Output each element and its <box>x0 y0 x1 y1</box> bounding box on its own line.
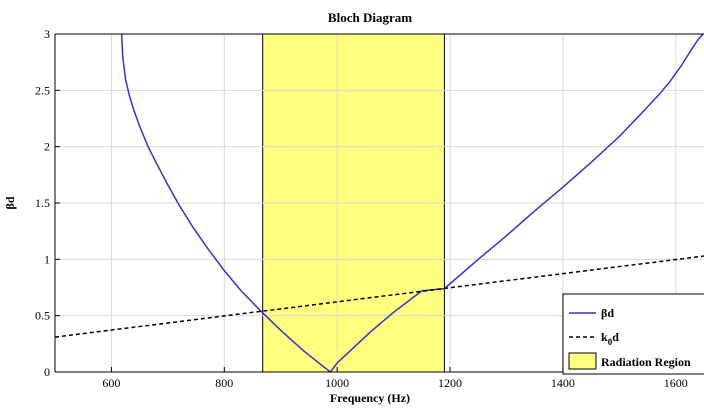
y-tick-label: 2 <box>44 140 50 154</box>
x-tick-label: 1200 <box>438 376 462 390</box>
legend-k0-suffix: d <box>612 330 619 344</box>
y-tick-label: 0.5 <box>35 309 50 323</box>
x-tick-label: 1000 <box>325 376 349 390</box>
legend-k0-subscript: 0 <box>608 337 613 347</box>
x-axis-label: Frequency (Hz) <box>330 391 410 405</box>
legend: βd k0d Radiation Region <box>562 293 704 375</box>
x-tick-label: 800 <box>215 376 233 390</box>
legend-swatch-radiation-region <box>568 352 597 370</box>
legend-label-beta-d: βd <box>601 306 614 320</box>
x-ticks: 600 800 1000 1200 1400 1600 <box>102 367 688 390</box>
y-axis-label: βd <box>3 196 17 209</box>
y-tick-label: 1.5 <box>35 196 50 210</box>
y-ticks: 0 0.5 1 1.5 2 2.5 3 <box>35 27 60 379</box>
chart-title: Bloch Diagram <box>328 10 412 25</box>
y-tick-label: 0 <box>44 365 50 379</box>
legend-label-radiation-region: Radiation Region <box>601 355 691 369</box>
x-tick-label: 600 <box>102 376 120 390</box>
x-tick-label: 1600 <box>664 376 688 390</box>
y-tick-label: 1 <box>44 252 50 266</box>
legend-k0-base: k <box>601 330 608 344</box>
axes: 600 800 1000 1200 1400 1600 0 0.5 1 1.5 2 2.5 3 <box>35 27 704 390</box>
series-beta-d-line <box>120 33 704 374</box>
y-tick-label: 3 <box>44 27 50 41</box>
series-layer <box>54 33 704 374</box>
legend-label-k0-d: k0d <box>601 330 619 347</box>
y-tick-label: 2.5 <box>35 83 50 97</box>
x-tick-label: 1400 <box>551 376 575 390</box>
